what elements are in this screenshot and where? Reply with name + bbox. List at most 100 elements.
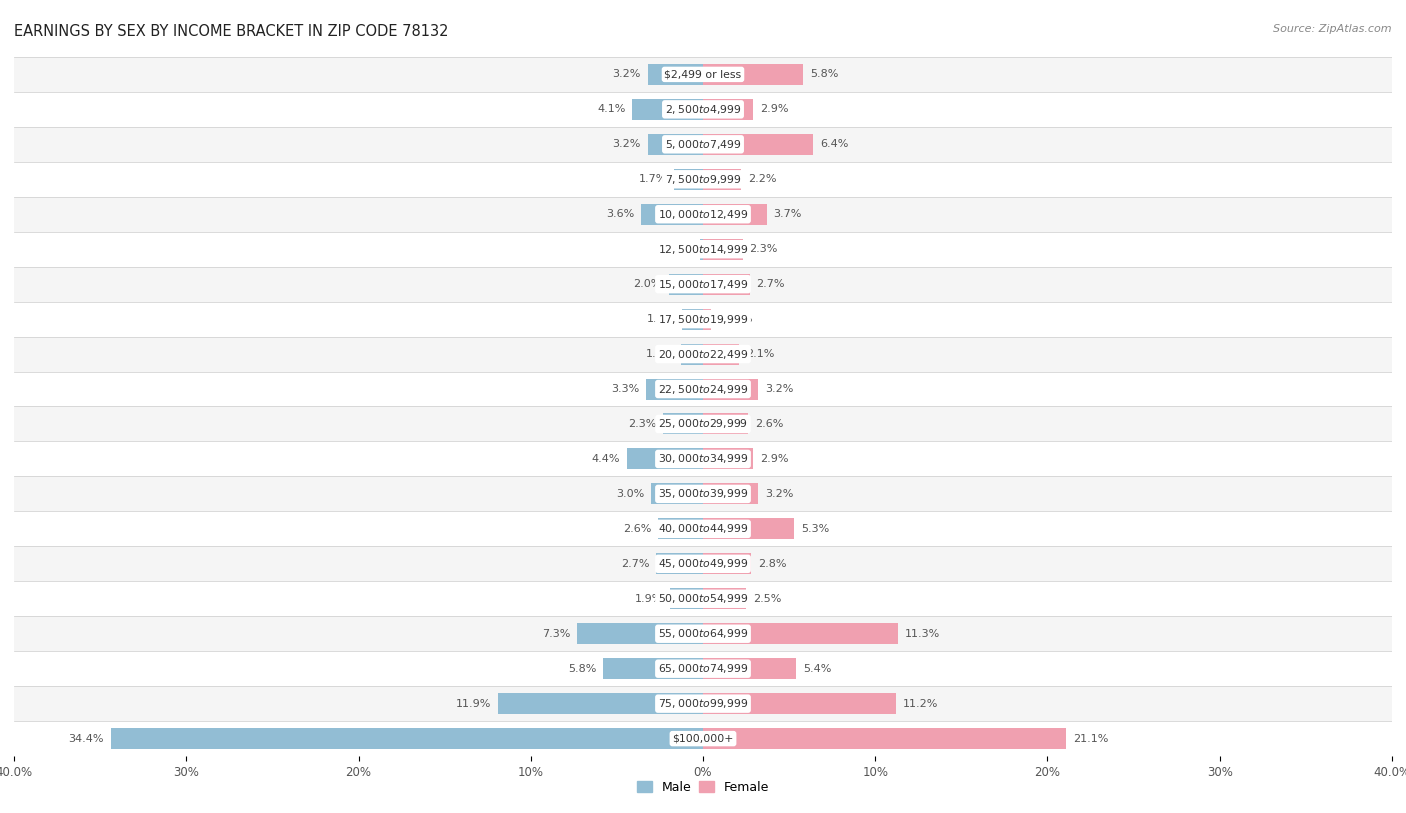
Text: 3.6%: 3.6% <box>606 209 634 220</box>
Bar <box>703 449 754 469</box>
Bar <box>703 99 754 120</box>
Text: $12,500 to $14,999: $12,500 to $14,999 <box>658 243 748 255</box>
Bar <box>14 302 1392 337</box>
Bar <box>671 589 703 609</box>
Bar <box>14 686 1392 721</box>
Bar <box>14 232 1392 267</box>
Text: 4.4%: 4.4% <box>592 454 620 464</box>
Bar <box>658 519 703 539</box>
Text: 2.5%: 2.5% <box>754 593 782 604</box>
Bar <box>703 309 710 329</box>
Text: $30,000 to $34,999: $30,000 to $34,999 <box>658 453 748 465</box>
Bar <box>703 204 766 224</box>
Bar <box>703 728 1066 749</box>
Text: 2.1%: 2.1% <box>747 349 775 359</box>
Text: 3.2%: 3.2% <box>613 69 641 80</box>
Text: 11.9%: 11.9% <box>456 698 491 709</box>
Bar <box>14 511 1392 546</box>
Text: EARNINGS BY SEX BY INCOME BRACKET IN ZIP CODE 78132: EARNINGS BY SEX BY INCOME BRACKET IN ZIP… <box>14 24 449 39</box>
Text: $55,000 to $64,999: $55,000 to $64,999 <box>658 628 748 640</box>
Bar <box>669 274 703 294</box>
Text: $2,500 to $4,999: $2,500 to $4,999 <box>665 103 741 115</box>
Text: 2.8%: 2.8% <box>758 559 786 569</box>
Text: 2.6%: 2.6% <box>755 419 783 429</box>
Text: 2.3%: 2.3% <box>749 244 778 254</box>
Text: 2.6%: 2.6% <box>623 524 651 534</box>
Bar <box>14 337 1392 372</box>
Text: 4.1%: 4.1% <box>598 104 626 115</box>
Bar <box>703 519 794 539</box>
Text: 21.1%: 21.1% <box>1073 733 1109 744</box>
Text: $5,000 to $7,499: $5,000 to $7,499 <box>665 138 741 150</box>
Text: 11.2%: 11.2% <box>903 698 938 709</box>
Text: 3.2%: 3.2% <box>613 139 641 150</box>
Bar <box>703 274 749 294</box>
Bar <box>682 309 703 329</box>
Text: 2.0%: 2.0% <box>633 279 662 289</box>
Bar <box>703 169 741 189</box>
Text: $20,000 to $22,499: $20,000 to $22,499 <box>658 348 748 360</box>
Text: $17,500 to $19,999: $17,500 to $19,999 <box>658 313 748 325</box>
Text: 34.4%: 34.4% <box>67 733 104 744</box>
Bar <box>641 204 703 224</box>
Text: $10,000 to $12,499: $10,000 to $12,499 <box>658 208 748 220</box>
Bar <box>648 64 703 85</box>
Text: 6.4%: 6.4% <box>820 139 848 150</box>
Text: 0.19%: 0.19% <box>658 244 693 254</box>
Bar <box>14 616 1392 651</box>
Bar <box>14 406 1392 441</box>
Text: 2.9%: 2.9% <box>759 454 789 464</box>
Legend: Male, Female: Male, Female <box>631 776 775 799</box>
Bar <box>703 64 803 85</box>
Bar <box>111 728 703 749</box>
Text: $25,000 to $29,999: $25,000 to $29,999 <box>658 418 748 430</box>
Bar <box>14 546 1392 581</box>
Text: 2.3%: 2.3% <box>628 419 657 429</box>
Bar <box>14 197 1392 232</box>
Text: $75,000 to $99,999: $75,000 to $99,999 <box>658 698 748 710</box>
Bar <box>703 414 748 434</box>
Bar <box>14 721 1392 756</box>
Bar <box>578 624 703 644</box>
Bar <box>651 484 703 504</box>
Text: 3.2%: 3.2% <box>765 489 793 499</box>
Bar <box>647 379 703 399</box>
Bar <box>664 414 703 434</box>
Bar <box>14 267 1392 302</box>
Bar <box>703 659 796 679</box>
Bar <box>14 372 1392 406</box>
Text: 7.3%: 7.3% <box>541 628 571 639</box>
Bar <box>603 659 703 679</box>
Bar <box>703 624 897 644</box>
Bar <box>703 554 751 574</box>
Bar <box>703 344 740 364</box>
Bar <box>627 449 703 469</box>
Text: Source: ZipAtlas.com: Source: ZipAtlas.com <box>1274 24 1392 34</box>
Bar <box>681 344 703 364</box>
Text: 3.3%: 3.3% <box>612 384 640 394</box>
Bar <box>14 127 1392 162</box>
Text: $45,000 to $49,999: $45,000 to $49,999 <box>658 558 748 570</box>
Text: 2.2%: 2.2% <box>748 174 776 185</box>
Bar <box>14 57 1392 92</box>
Text: $35,000 to $39,999: $35,000 to $39,999 <box>658 488 748 500</box>
Text: 3.2%: 3.2% <box>765 384 793 394</box>
Text: 3.0%: 3.0% <box>616 489 644 499</box>
Text: 1.7%: 1.7% <box>638 174 666 185</box>
Bar <box>14 476 1392 511</box>
Text: $65,000 to $74,999: $65,000 to $74,999 <box>658 663 748 675</box>
Text: 3.7%: 3.7% <box>773 209 801 220</box>
Bar <box>14 92 1392 127</box>
Bar <box>673 169 703 189</box>
Text: 5.3%: 5.3% <box>801 524 830 534</box>
Bar <box>703 379 758 399</box>
Bar <box>700 239 703 259</box>
Bar <box>648 134 703 154</box>
Bar <box>14 441 1392 476</box>
Bar <box>14 162 1392 197</box>
Bar <box>633 99 703 120</box>
Text: 5.8%: 5.8% <box>568 663 596 674</box>
Text: $40,000 to $44,999: $40,000 to $44,999 <box>658 523 748 535</box>
Text: 5.8%: 5.8% <box>810 69 838 80</box>
Text: $2,499 or less: $2,499 or less <box>665 69 741 80</box>
